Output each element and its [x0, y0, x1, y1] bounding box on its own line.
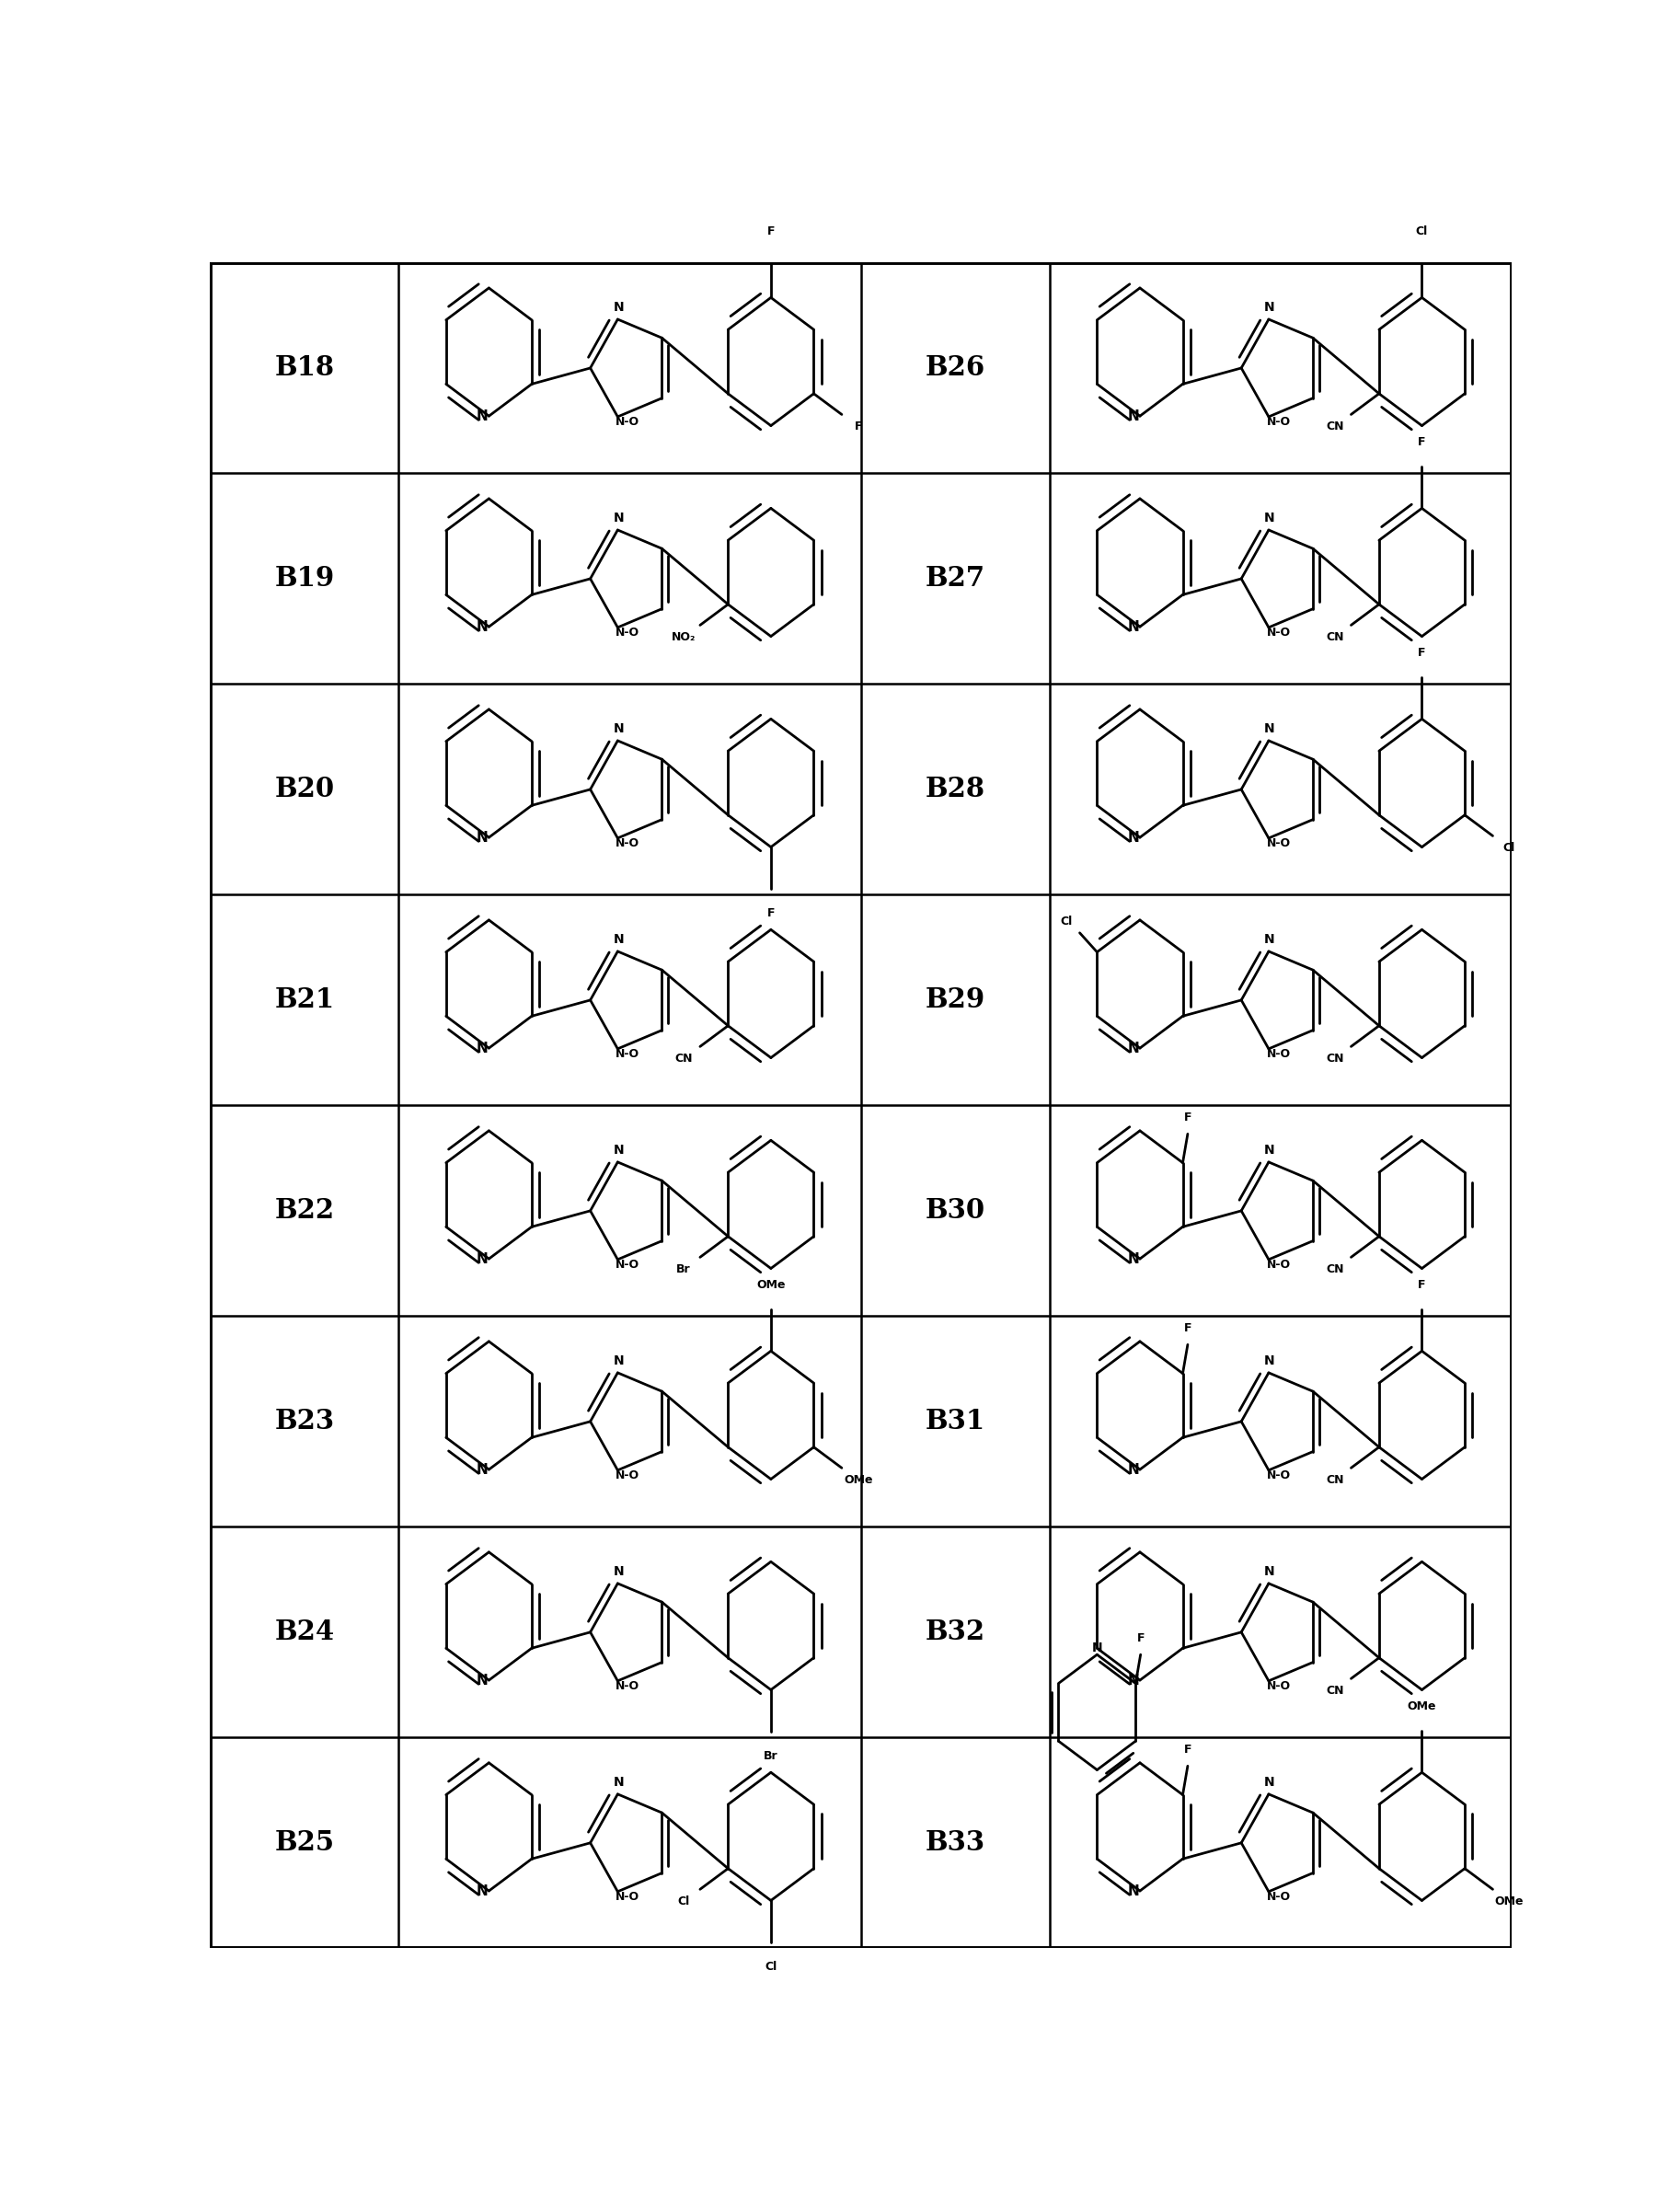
- Text: F: F: [853, 420, 862, 433]
- Text: F: F: [768, 225, 774, 239]
- Text: N-O: N-O: [615, 626, 640, 639]
- Text: B31: B31: [926, 1408, 986, 1434]
- Text: B24: B24: [274, 1620, 334, 1646]
- Text: N-O: N-O: [1267, 1049, 1290, 1059]
- Text: N: N: [613, 1775, 623, 1788]
- Text: B28: B28: [926, 777, 986, 803]
- Text: N: N: [613, 302, 623, 315]
- Text: N: N: [477, 409, 489, 422]
- Text: F: F: [1184, 1322, 1191, 1335]
- Text: N-O: N-O: [1267, 416, 1290, 427]
- Text: CN: CN: [675, 1053, 692, 1064]
- Text: N-O: N-O: [615, 1679, 640, 1692]
- Text: B20: B20: [274, 777, 334, 803]
- Text: N-O: N-O: [615, 416, 640, 427]
- Text: B33: B33: [926, 1830, 986, 1856]
- Text: F: F: [1418, 1278, 1426, 1292]
- Text: OMe: OMe: [1495, 1896, 1524, 1907]
- Text: N-O: N-O: [1267, 1679, 1290, 1692]
- Text: B27: B27: [926, 565, 986, 591]
- Text: N: N: [1265, 1775, 1275, 1788]
- Text: CN: CN: [1326, 420, 1344, 433]
- Text: N-O: N-O: [615, 836, 640, 849]
- Text: F: F: [1184, 1112, 1191, 1123]
- Text: B18: B18: [274, 355, 334, 381]
- Text: Cl: Cl: [764, 1961, 776, 1972]
- Text: N: N: [1127, 1042, 1139, 1055]
- Text: F: F: [768, 906, 774, 919]
- Text: N-O: N-O: [615, 1259, 640, 1270]
- Text: N: N: [1265, 1355, 1275, 1368]
- Text: CN: CN: [1326, 1053, 1344, 1064]
- Text: N: N: [613, 1565, 623, 1578]
- Text: N: N: [1127, 1462, 1139, 1475]
- Text: CN: CN: [1326, 1263, 1344, 1276]
- Text: Cl: Cl: [1504, 843, 1515, 854]
- Text: B32: B32: [926, 1620, 986, 1646]
- Text: N-O: N-O: [1267, 836, 1290, 849]
- Text: N: N: [1127, 409, 1139, 422]
- Text: N: N: [613, 1145, 623, 1158]
- Text: N: N: [1265, 302, 1275, 315]
- Text: B30: B30: [926, 1197, 986, 1224]
- Text: B23: B23: [274, 1408, 334, 1434]
- Text: CN: CN: [1326, 1686, 1344, 1696]
- Text: N: N: [1127, 1672, 1139, 1688]
- Text: N: N: [1127, 1885, 1139, 1898]
- Text: N: N: [477, 1462, 489, 1475]
- Text: B21: B21: [274, 987, 334, 1014]
- Text: N: N: [477, 1252, 489, 1265]
- Text: Br: Br: [764, 1749, 778, 1762]
- Text: B22: B22: [274, 1197, 334, 1224]
- Text: Cl: Cl: [677, 1896, 690, 1907]
- Text: CN: CN: [1326, 630, 1344, 644]
- Text: N: N: [1265, 512, 1275, 525]
- Text: N: N: [477, 830, 489, 845]
- Text: Cl: Cl: [1416, 225, 1428, 239]
- Text: N: N: [613, 933, 623, 946]
- Text: N: N: [477, 1042, 489, 1055]
- Text: Cl: Cl: [1060, 915, 1072, 928]
- Text: N: N: [613, 722, 623, 736]
- Text: OMe: OMe: [843, 1473, 872, 1486]
- Text: CN: CN: [1326, 1473, 1344, 1486]
- Text: N: N: [477, 1885, 489, 1898]
- Text: N: N: [1092, 1642, 1102, 1655]
- Text: N: N: [1127, 830, 1139, 845]
- Text: N: N: [1265, 1145, 1275, 1158]
- Text: F: F: [1418, 436, 1426, 449]
- Text: B26: B26: [926, 355, 986, 381]
- Text: N: N: [1127, 619, 1139, 633]
- Text: N: N: [477, 619, 489, 633]
- Text: N-O: N-O: [1267, 1891, 1290, 1902]
- Text: N: N: [1265, 722, 1275, 736]
- Text: N: N: [1265, 933, 1275, 946]
- Text: B25: B25: [274, 1830, 334, 1856]
- Text: B19: B19: [274, 565, 334, 591]
- Text: N-O: N-O: [615, 1891, 640, 1902]
- Text: N: N: [1127, 1252, 1139, 1265]
- Text: N: N: [1265, 1565, 1275, 1578]
- Text: F: F: [1137, 1633, 1144, 1644]
- Text: OMe: OMe: [1408, 1701, 1436, 1712]
- Text: Br: Br: [677, 1263, 690, 1276]
- Text: F: F: [1184, 1745, 1191, 1756]
- Text: N-O: N-O: [615, 1049, 640, 1059]
- Text: N: N: [477, 1672, 489, 1688]
- Text: NO₂: NO₂: [672, 630, 696, 644]
- Text: B29: B29: [926, 987, 986, 1014]
- Text: N-O: N-O: [1267, 1259, 1290, 1270]
- Text: OMe: OMe: [756, 1278, 785, 1292]
- Text: N: N: [613, 512, 623, 525]
- Text: N: N: [613, 1355, 623, 1368]
- Text: N-O: N-O: [1267, 626, 1290, 639]
- Text: F: F: [1418, 648, 1426, 659]
- Text: N-O: N-O: [615, 1469, 640, 1482]
- Text: N-O: N-O: [1267, 1469, 1290, 1482]
